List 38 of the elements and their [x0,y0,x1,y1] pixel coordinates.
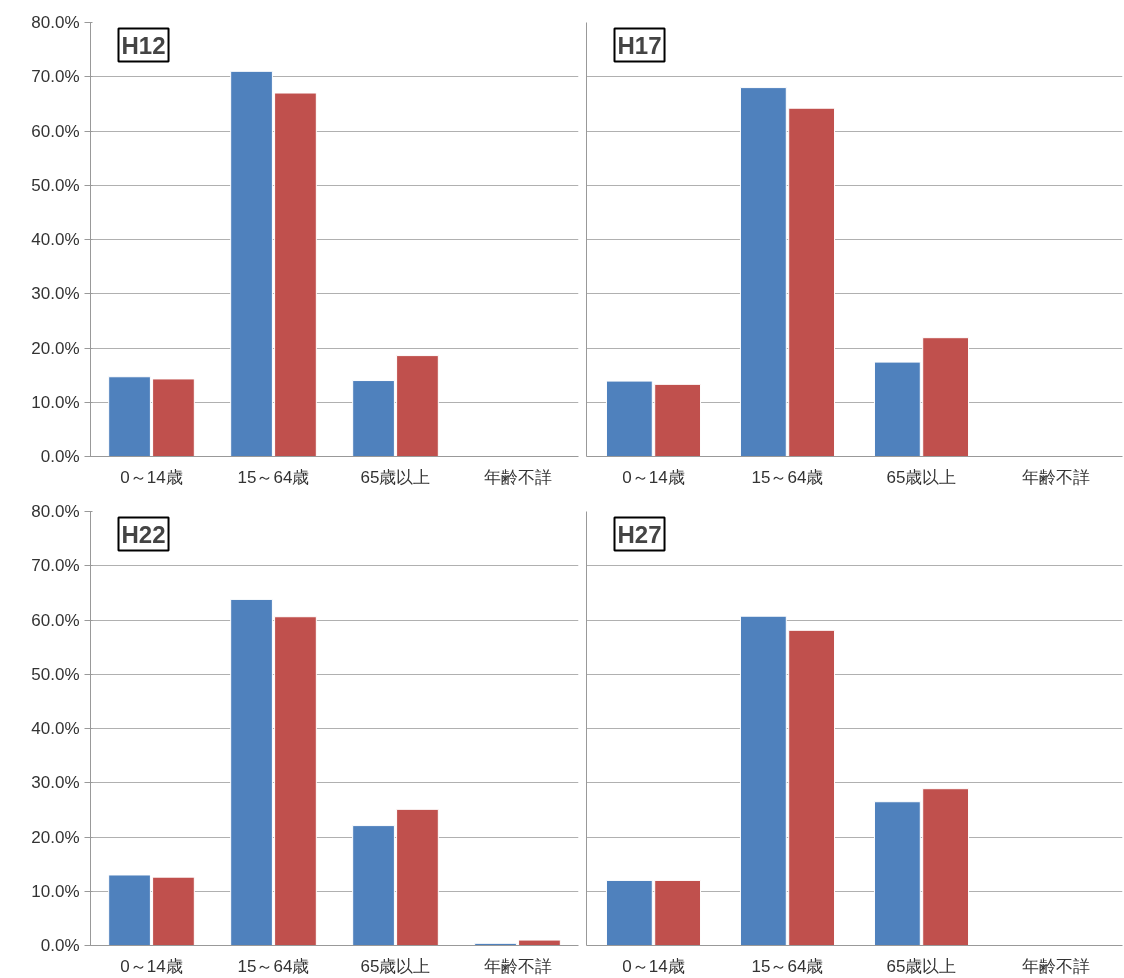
y-tick-label: 0.0% [40,936,80,955]
y-tick-label: 70.0% [31,556,80,576]
y-tick-label: 80.0% [31,13,80,32]
x-tick-label: 年齢不詳 [483,956,552,976]
x-tick-label: 65歳以上 [360,956,431,976]
x-tick-label: 65歳以上 [886,467,957,487]
x-tick-label: 15～64歳 [237,956,310,976]
y-tick-label: 80.0% [31,502,80,521]
y-tick-label: 70.0% [31,67,80,87]
y-tick-label: 10.0% [31,392,80,412]
x-tick-label: 15～64歳 [237,467,310,487]
x-tick-label: 15～64歳 [751,956,824,976]
y-tick-label: 50.0% [31,664,80,684]
x-tick-label: 年齢不詳 [483,467,552,487]
y-tick-label: 40.0% [31,719,80,738]
y-tick-label: 20.0% [31,338,80,358]
x-tick-label: 0～14歳 [622,467,685,487]
y-tick-label: 30.0% [31,284,80,304]
chart-title: H12 [121,31,166,59]
x-tick-label: 0～14歳 [120,956,183,976]
x-tick-label: 年齢不詳 [1021,467,1090,487]
y-tick-label: 0.0% [40,447,80,466]
x-tick-label: 65歳以上 [360,467,431,487]
chart-title: H27 [617,520,662,548]
x-tick-label: 年齢不詳 [1021,956,1090,976]
x-tick-label: 65歳以上 [886,956,957,976]
y-tick-label: 10.0% [31,881,80,901]
y-tick-label: 50.0% [31,175,80,195]
chart-title: H22 [121,520,166,548]
y-tick-label: 20.0% [31,827,80,847]
chart-title: H17 [617,31,662,59]
y-tick-label: 30.0% [31,773,80,793]
x-tick-label: 0～14歳 [120,467,183,487]
x-tick-label: 15～64歳 [751,467,824,487]
y-tick-label: 40.0% [31,230,80,249]
x-tick-label: 0～14歳 [622,956,685,976]
y-tick-label: 60.0% [31,610,80,630]
y-tick-label: 60.0% [31,121,80,141]
